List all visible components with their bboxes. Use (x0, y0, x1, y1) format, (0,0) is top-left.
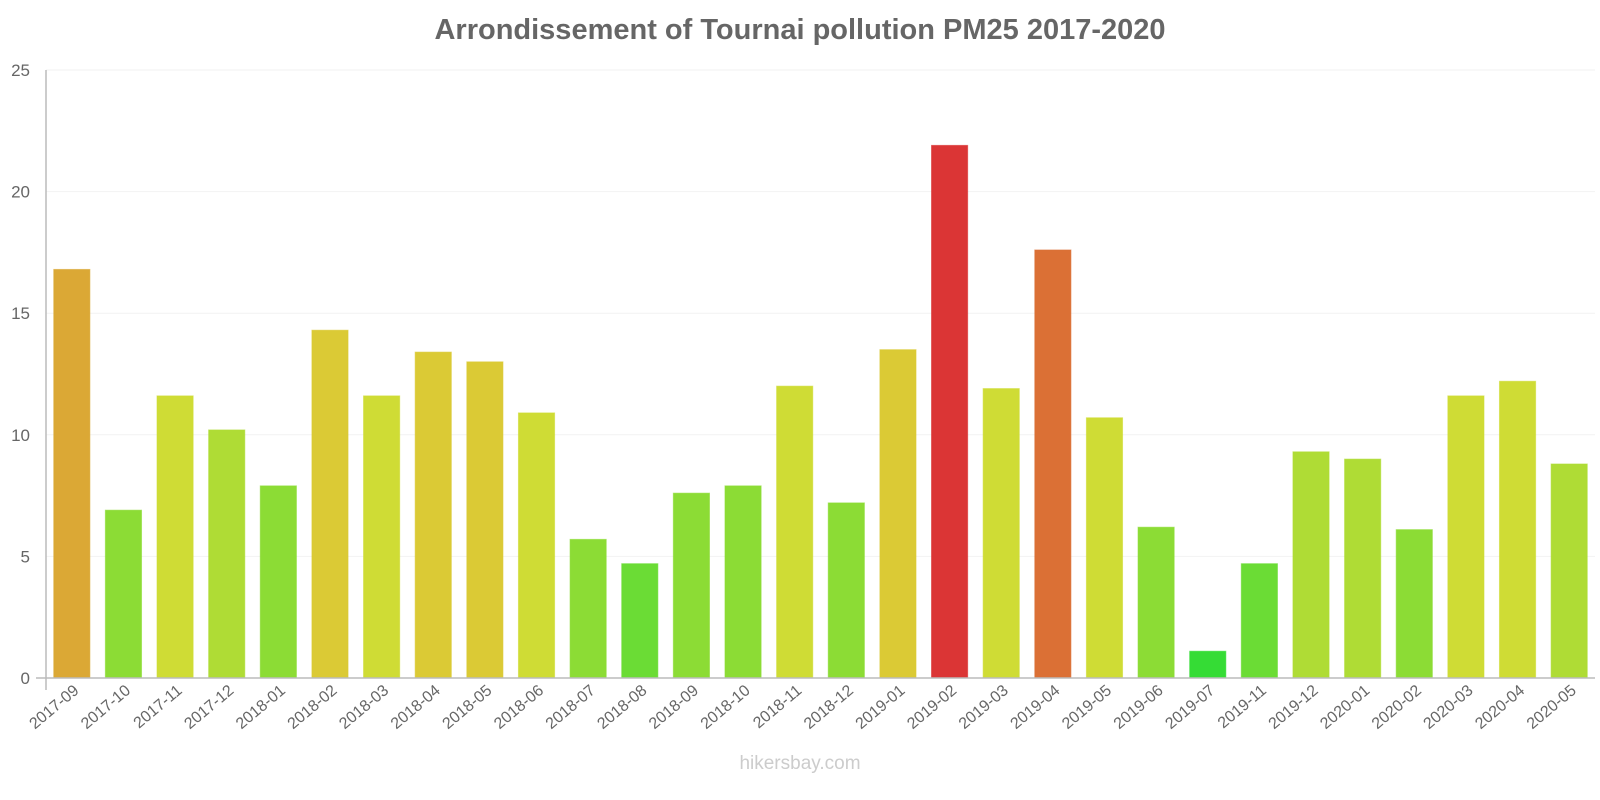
watermark: hikersbay.com (739, 753, 861, 774)
x-tick-label: 2018-05 (440, 682, 496, 733)
bar-2019-01 (879, 349, 917, 679)
x-tick-label: 2019-07 (1162, 682, 1218, 733)
bar-2017-09 (53, 268, 91, 679)
x-tick-label: 2020-01 (1317, 682, 1373, 733)
y-tick-label: 25 (11, 61, 30, 80)
bar-2019-06 (1137, 526, 1175, 679)
x-tick-label: 2019-02 (904, 682, 960, 733)
bar-2020-02 (1395, 529, 1433, 679)
x-tick-label: 2020-04 (1472, 682, 1528, 733)
y-tick-label: 0 (21, 669, 30, 688)
bar-2019-07 (1189, 650, 1227, 679)
bar-2018-09 (672, 492, 710, 679)
x-tick-label: 2018-06 (491, 682, 547, 733)
bar-2018-03 (363, 395, 401, 679)
bar-2017-12 (208, 429, 246, 679)
bar-2018-11 (776, 385, 814, 679)
x-tick-label: 2018-08 (594, 682, 650, 733)
bars (53, 144, 1588, 679)
y-tick-label: 15 (11, 304, 30, 323)
x-tick-label: 2019-05 (1059, 682, 1115, 733)
bar-2018-07 (569, 538, 607, 679)
bar-2019-05 (1085, 417, 1124, 679)
x-tick-label: 2019-04 (1008, 682, 1064, 733)
bar-2018-06 (517, 412, 556, 679)
x-tick-label: 2017-10 (78, 682, 134, 733)
y-tick-label: 10 (11, 426, 30, 445)
bar-2020-01 (1344, 458, 1382, 679)
bar-2019-02 (931, 144, 969, 679)
bar-2020-04 (1498, 380, 1537, 679)
bar-2018-10 (724, 485, 762, 679)
x-tick-label: 2020-05 (1524, 682, 1580, 733)
x-axis-ticks: 2017-092017-102017-112017-122018-012018-… (26, 682, 1579, 733)
bar-2018-04 (414, 351, 452, 679)
y-tick-label: 5 (21, 547, 30, 566)
x-tick-label: 2018-12 (801, 682, 857, 733)
x-tick-label: 2017-12 (181, 682, 237, 733)
bar-2019-04 (1034, 249, 1072, 679)
x-tick-label: 2020-02 (1369, 682, 1425, 733)
bar-2018-02 (311, 329, 349, 679)
x-tick-label: 2018-07 (543, 682, 599, 733)
chart-title: Arrondissement of Tournai pollution PM25… (434, 14, 1166, 46)
x-tick-label: 2019-06 (1111, 682, 1167, 733)
bar-2019-12 (1292, 451, 1330, 679)
bar-2017-11 (156, 395, 194, 679)
bar-2018-05 (466, 361, 504, 679)
bar-2020-05 (1550, 463, 1588, 679)
x-tick-label: 2018-03 (336, 682, 392, 733)
x-tick-label: 2018-10 (698, 682, 754, 733)
x-tick-label: 2019-12 (1266, 682, 1322, 733)
x-tick-label: 2019-01 (853, 682, 909, 733)
gridlines (46, 69, 1595, 557)
bar-2017-10 (104, 509, 143, 679)
x-tick-label: 2017-11 (131, 682, 186, 732)
bar-2018-08 (621, 563, 659, 679)
bar-2019-11 (1240, 563, 1278, 679)
x-tick-label: 2018-02 (285, 682, 341, 733)
x-tick-label: 2019-03 (956, 682, 1012, 733)
x-tick-label: 2018-09 (646, 682, 702, 733)
y-axis-ticks: 0 5 10 15 20 25 (11, 61, 30, 688)
x-tick-label: 2019-11 (1215, 682, 1270, 732)
bar-2018-12 (827, 502, 865, 679)
bar-2020-03 (1447, 395, 1485, 679)
x-tick-label: 2018-11 (750, 682, 805, 732)
y-tick-label: 20 (11, 183, 30, 202)
bar-2019-03 (982, 388, 1020, 679)
x-tick-label: 2020-03 (1421, 682, 1477, 733)
x-tick-label: 2018-01 (233, 682, 289, 733)
x-tick-label: 2018-04 (388, 682, 444, 733)
bar-2018-01 (259, 485, 297, 679)
x-tick-label: 2017-09 (26, 682, 82, 733)
